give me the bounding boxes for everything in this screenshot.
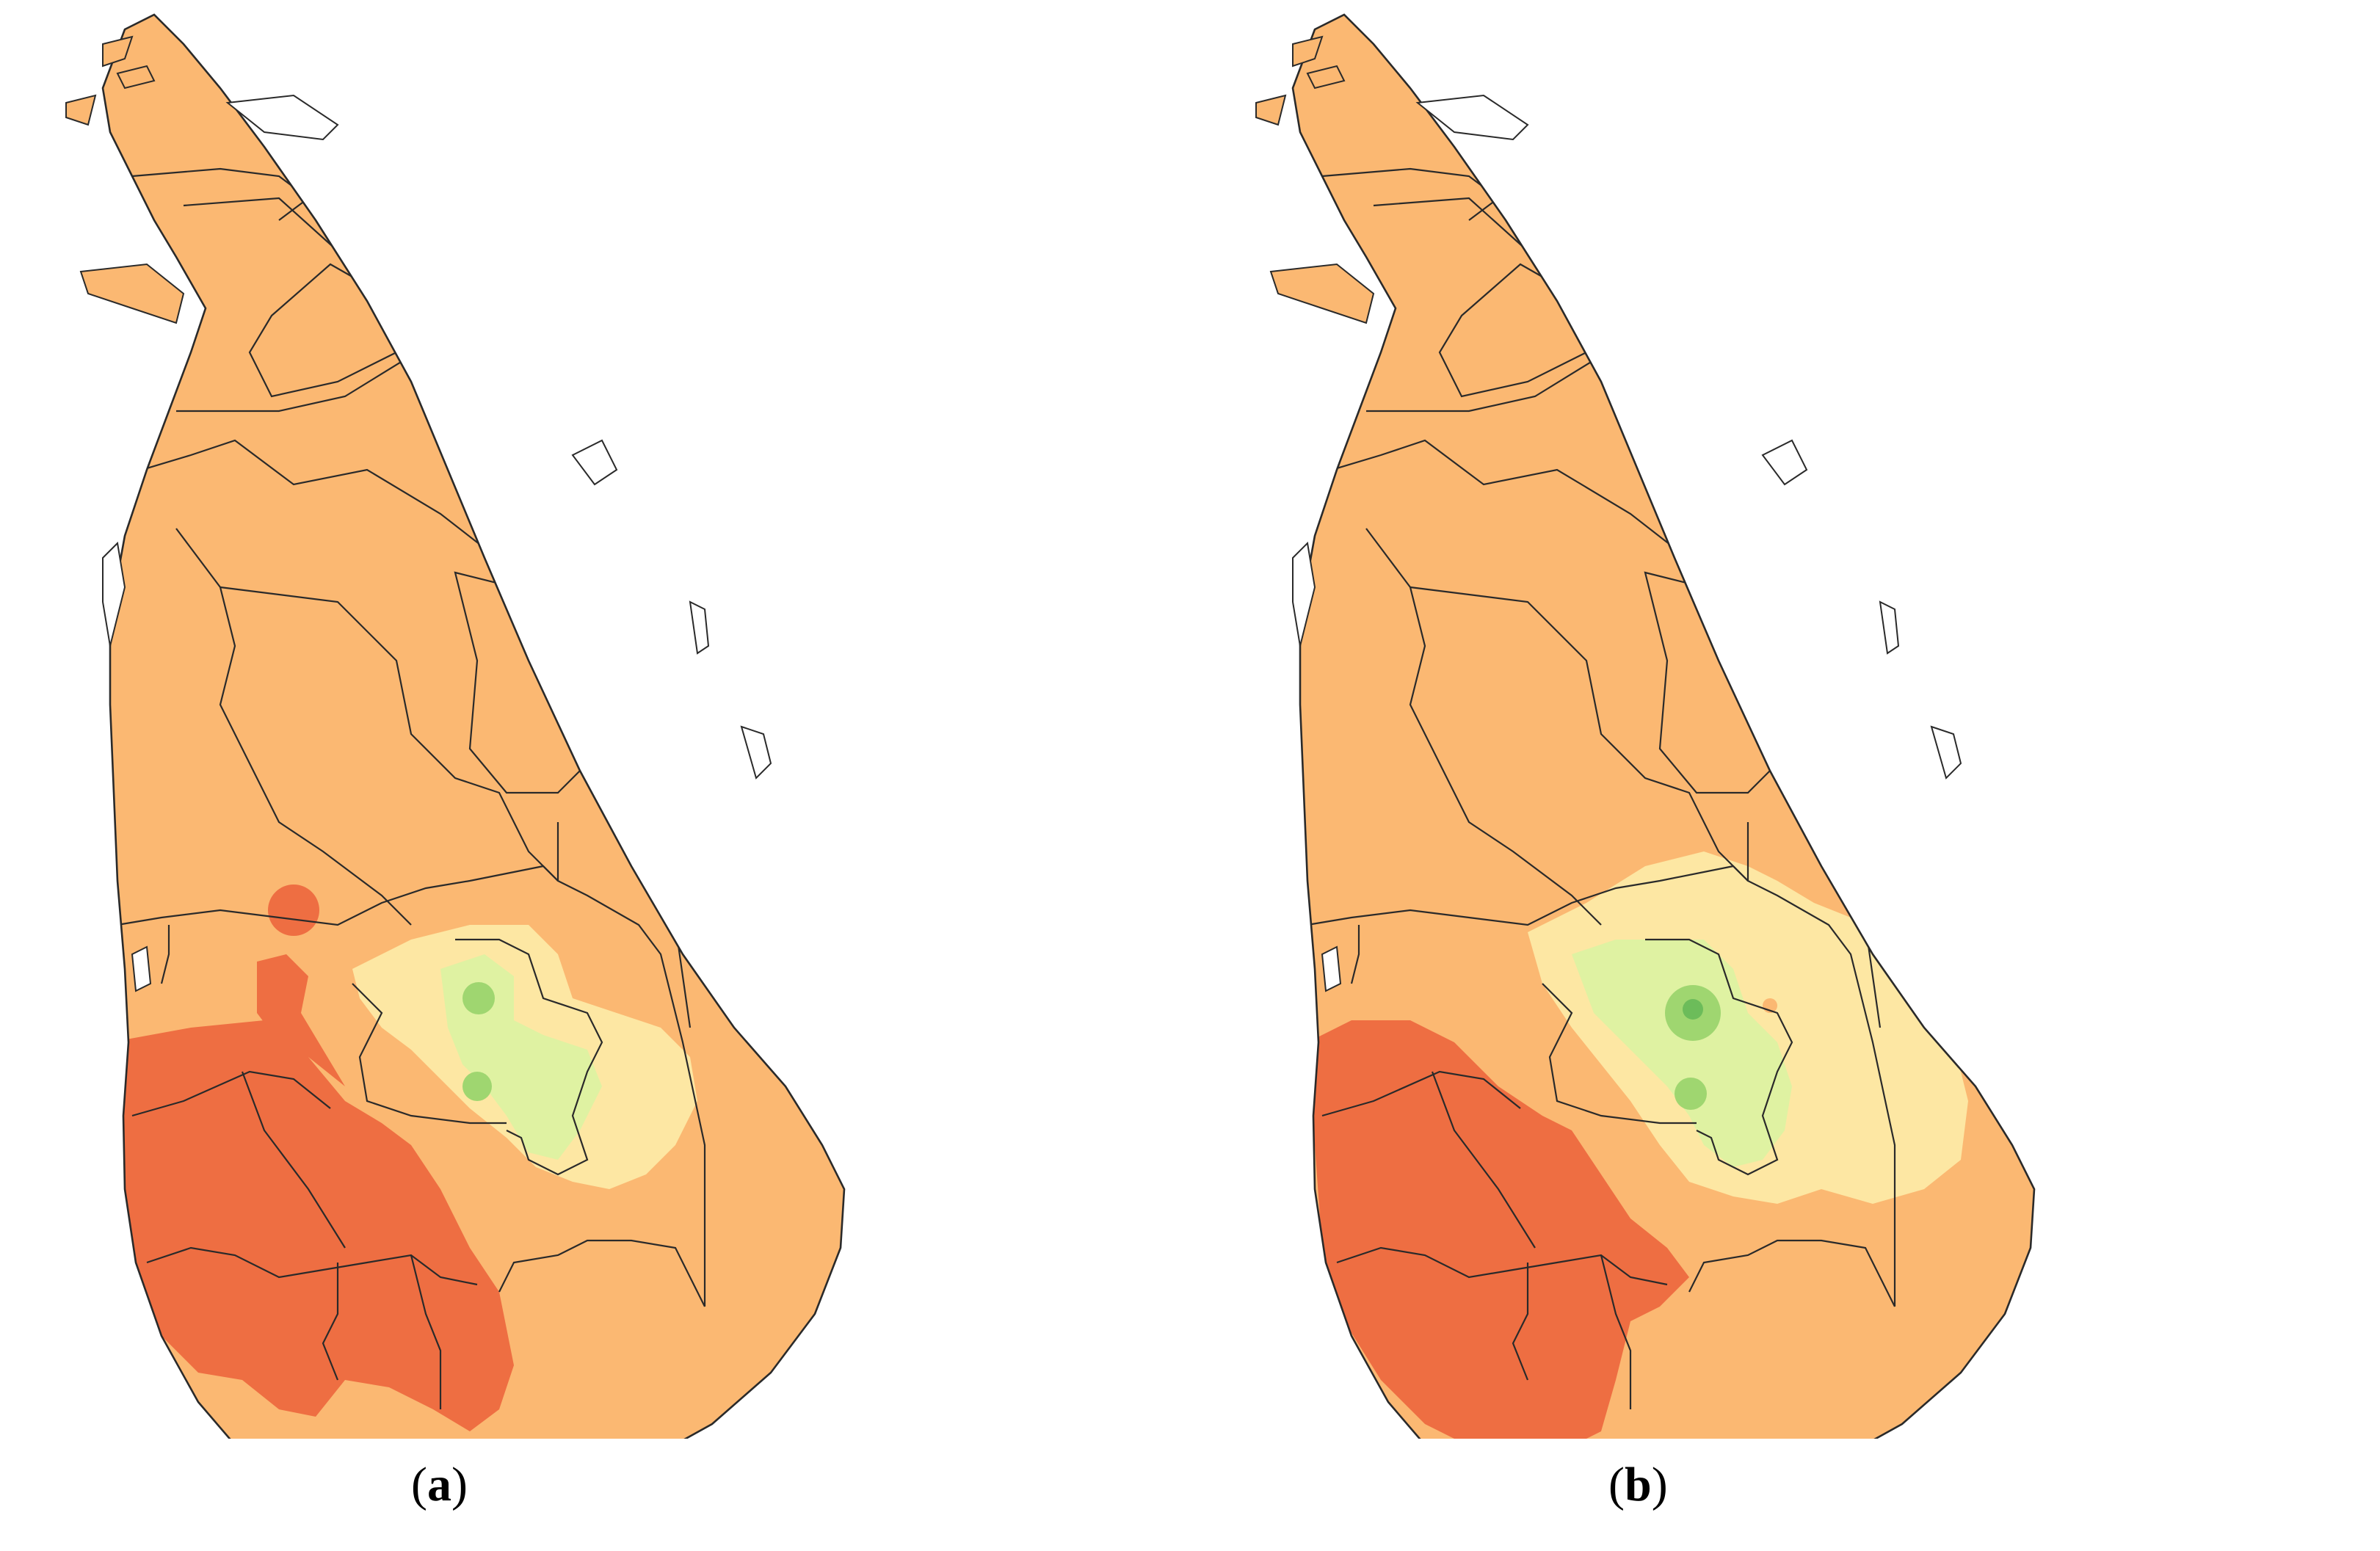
sri-lanka-map-a bbox=[65, 13, 846, 1439]
dark-green-spot bbox=[1683, 999, 1703, 1020]
lowest-spot-1 bbox=[462, 982, 495, 1014]
panel-caption-b: (b) bbox=[1608, 1458, 1668, 1511]
lagoons bbox=[102, 94, 772, 992]
mid-green-spot-2 bbox=[1675, 1078, 1707, 1110]
panel-letter-b: b bbox=[1624, 1458, 1652, 1511]
panel-caption-a: (a) bbox=[411, 1458, 468, 1511]
low-zone bbox=[1572, 940, 1792, 1167]
islands bbox=[1255, 35, 1375, 324]
high-spot bbox=[268, 885, 319, 936]
high-zone bbox=[1307, 1020, 1689, 1439]
islands bbox=[65, 35, 185, 324]
lagoons bbox=[1292, 94, 1962, 992]
sri-lanka-map-b bbox=[1255, 13, 2036, 1439]
map-panel-a: (a) bbox=[65, 13, 846, 1511]
panel-letter-a: a bbox=[427, 1458, 451, 1511]
high-zone-north bbox=[257, 954, 345, 1086]
lowest-spot-2 bbox=[462, 1072, 492, 1101]
high-zone bbox=[110, 1020, 514, 1431]
map-panel-b: (b) bbox=[1190, 0, 2380, 1551]
